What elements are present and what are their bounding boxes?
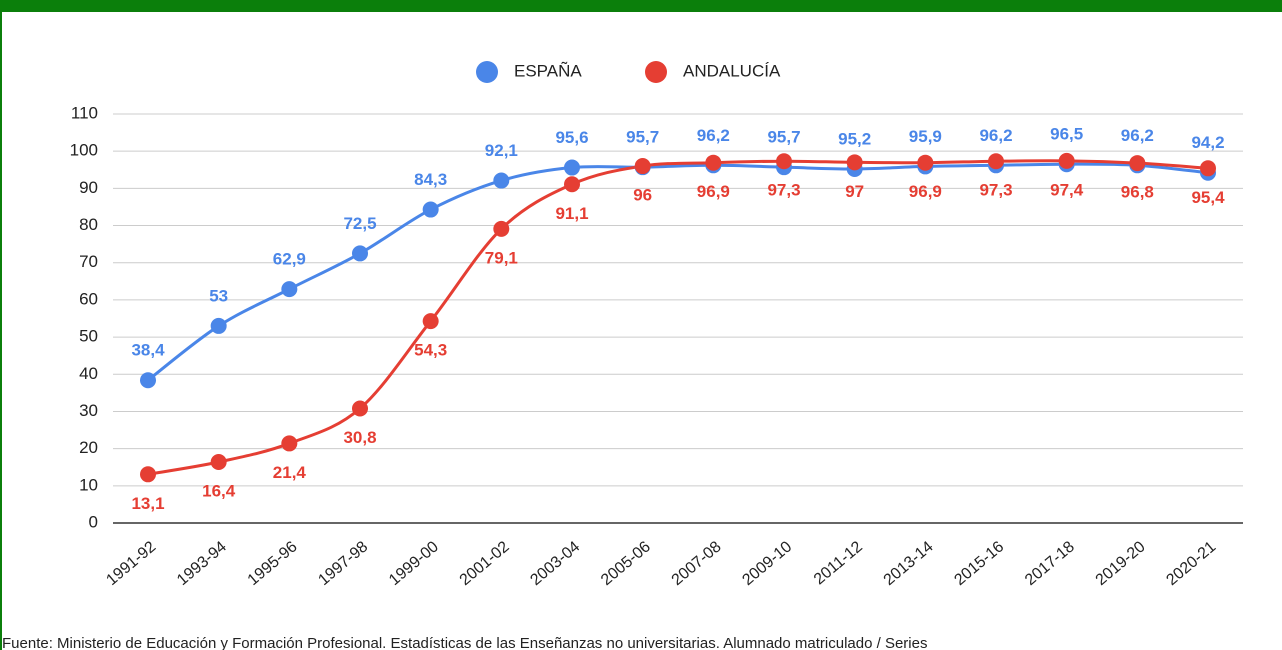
data-label: 38,4 xyxy=(131,341,165,360)
data-label: 13,1 xyxy=(131,494,164,513)
data-label: 84,3 xyxy=(414,170,447,189)
data-label: 95,6 xyxy=(555,128,588,147)
x-tick-label: 2020-21 xyxy=(1163,538,1219,589)
data-label: 72,5 xyxy=(343,214,376,233)
y-tick-label: 40 xyxy=(79,364,98,383)
data-label: 95,7 xyxy=(626,128,659,147)
x-tick-label: 1999-00 xyxy=(386,538,442,589)
data-label: 91,1 xyxy=(555,204,588,223)
header-bar xyxy=(0,0,1282,12)
data-point xyxy=(564,159,580,176)
legend-label: ANDALUCÍA xyxy=(683,61,781,80)
x-tick-label: 2005-06 xyxy=(598,538,654,589)
data-point xyxy=(846,154,863,171)
data-label: 95,7 xyxy=(767,128,800,147)
data-label: 54,3 xyxy=(414,341,447,360)
source-note: Fuente: Ministerio de Educación y Formac… xyxy=(2,635,927,650)
data-point xyxy=(1200,160,1216,177)
x-tick-label: 2009-10 xyxy=(739,538,795,589)
data-label: 94,2 xyxy=(1191,133,1224,152)
data-point xyxy=(1058,152,1075,169)
data-label: 21,4 xyxy=(273,463,307,482)
data-label: 97 xyxy=(845,182,864,201)
data-label: 96,2 xyxy=(1121,126,1154,145)
y-tick-label: 20 xyxy=(79,438,98,457)
data-label: 92,1 xyxy=(485,141,518,160)
legend-marker xyxy=(476,61,498,83)
data-point xyxy=(422,201,439,218)
data-label: 96,2 xyxy=(697,126,730,145)
y-tick-label: 10 xyxy=(79,475,98,494)
data-point xyxy=(352,245,368,262)
x-tick-label: 2003-04 xyxy=(527,538,583,589)
data-label: 96,5 xyxy=(1050,125,1083,144)
left-border xyxy=(0,0,2,650)
data-point xyxy=(705,154,722,171)
data-label: 95,9 xyxy=(909,127,942,146)
data-label: 97,3 xyxy=(767,181,800,200)
data-label: 97,4 xyxy=(1050,180,1084,199)
y-tick-label: 60 xyxy=(79,289,98,308)
y-tick-label: 110 xyxy=(71,103,98,122)
data-point xyxy=(988,153,1004,170)
y-tick-label: 0 xyxy=(89,512,98,531)
data-point xyxy=(210,454,227,471)
data-point xyxy=(140,466,156,483)
x-tick-label: 2015-16 xyxy=(951,538,1007,589)
data-point xyxy=(493,220,510,237)
data-point xyxy=(422,313,439,330)
data-label: 97,3 xyxy=(979,181,1012,200)
data-label: 62,9 xyxy=(273,250,306,269)
data-point xyxy=(564,176,580,193)
data-point xyxy=(1129,155,1146,172)
data-point xyxy=(776,153,792,170)
x-tick-label: 1991-92 xyxy=(103,538,159,589)
data-point xyxy=(493,172,510,189)
x-tick-label: 2011-12 xyxy=(811,538,866,588)
data-label: 96,9 xyxy=(909,182,942,201)
data-point xyxy=(352,400,368,417)
x-tick-label: 2007-08 xyxy=(669,538,725,589)
x-tick-label: 2001-02 xyxy=(457,538,513,589)
data-label: 30,8 xyxy=(343,428,376,447)
y-tick-label: 90 xyxy=(79,178,98,197)
x-tick-label: 1997-98 xyxy=(315,538,371,589)
data-label: 96,2 xyxy=(979,126,1012,145)
y-tick-label: 30 xyxy=(79,401,98,420)
data-label: 96,8 xyxy=(1121,183,1154,202)
x-tick-label: 1993-94 xyxy=(174,538,230,589)
y-tick-label: 50 xyxy=(79,327,98,346)
data-point xyxy=(140,372,156,389)
x-tick-label: 1995-96 xyxy=(245,538,301,589)
data-point xyxy=(210,317,227,334)
data-point xyxy=(281,281,298,298)
y-tick-label: 70 xyxy=(79,252,98,271)
data-label: 95,2 xyxy=(838,130,871,149)
legend-label: ESPAÑA xyxy=(514,61,582,80)
y-tick-label: 80 xyxy=(79,215,98,234)
x-tick-label: 2013-14 xyxy=(881,538,937,589)
x-tick-label: 2019-20 xyxy=(1093,538,1149,589)
legend-marker xyxy=(645,61,667,83)
series-line xyxy=(147,162,1209,382)
data-label: 79,1 xyxy=(485,248,518,267)
data-point xyxy=(917,154,934,171)
data-point xyxy=(634,158,651,175)
x-tick-label: 2017-18 xyxy=(1022,538,1078,589)
data-label: 95,4 xyxy=(1191,188,1225,207)
data-point xyxy=(281,435,298,452)
y-tick-label: 100 xyxy=(70,141,98,160)
data-label: 96 xyxy=(633,186,652,205)
data-label: 96,9 xyxy=(697,182,730,201)
data-label: 53 xyxy=(209,286,228,305)
series-line xyxy=(147,159,1209,476)
data-label: 16,4 xyxy=(202,482,236,501)
